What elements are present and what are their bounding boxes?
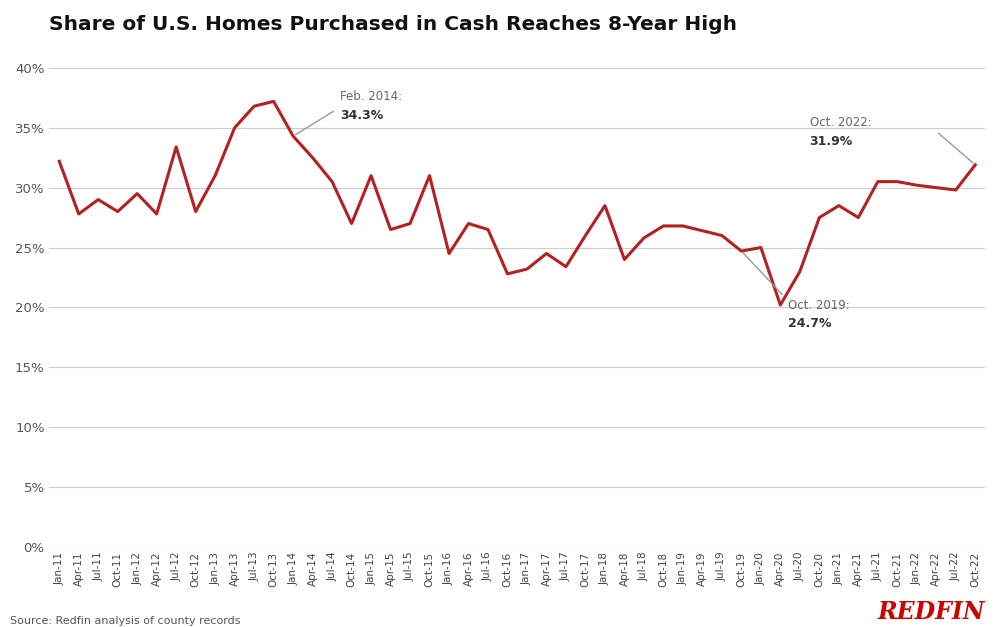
Text: 24.7%: 24.7% [788,317,832,330]
Text: Oct. 2019:: Oct. 2019: [788,299,850,312]
Text: Share of U.S. Homes Purchased in Cash Reaches 8-Year High: Share of U.S. Homes Purchased in Cash Re… [49,15,737,34]
Text: Feb. 2014:: Feb. 2014: [340,90,402,103]
Text: 31.9%: 31.9% [810,135,853,148]
Text: 34.3%: 34.3% [340,108,383,122]
Text: Source: Redfin analysis of county records: Source: Redfin analysis of county record… [10,616,240,626]
Text: Oct. 2022:: Oct. 2022: [810,116,871,129]
Text: REDFIN: REDFIN [878,600,985,624]
